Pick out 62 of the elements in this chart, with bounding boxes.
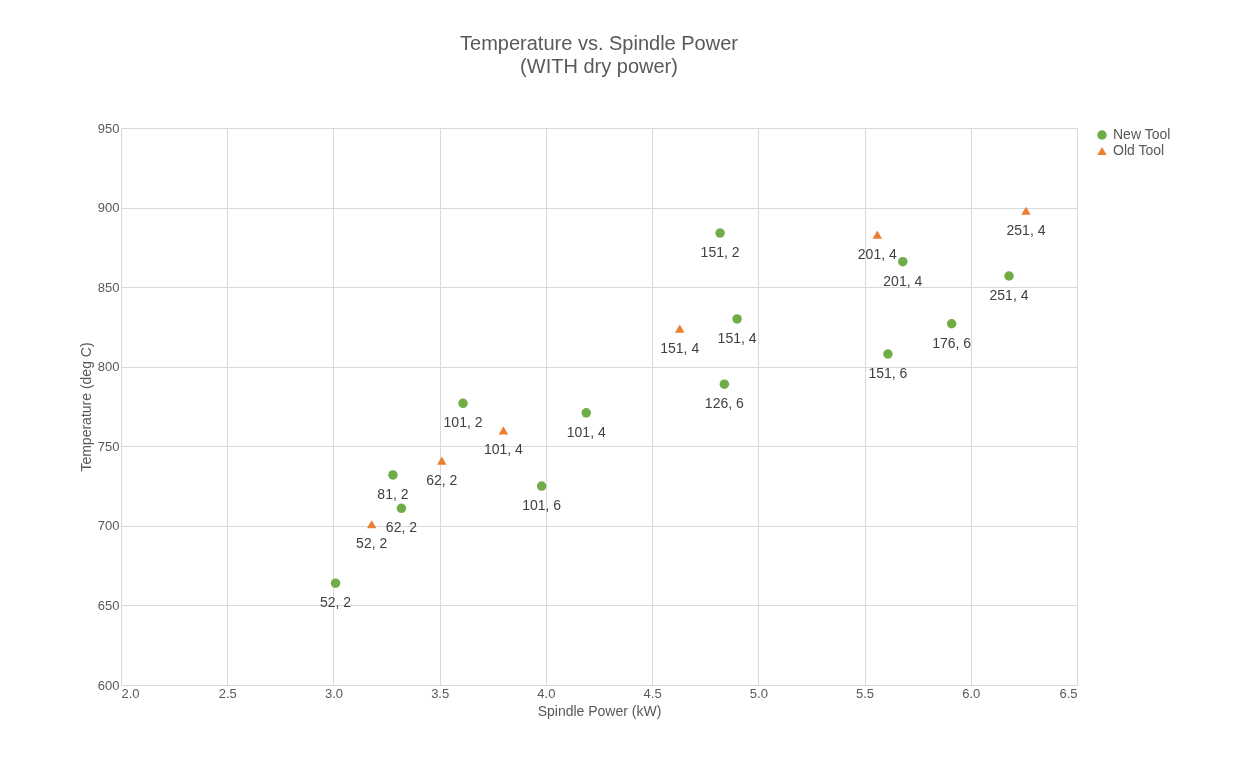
x-tick-label: 4.5 bbox=[643, 685, 662, 701]
annotation: 81, 2 bbox=[377, 485, 409, 502]
annotation: 62, 2 bbox=[385, 519, 418, 536]
point bbox=[536, 481, 547, 491]
x-tick-label: 3.5 bbox=[431, 685, 450, 701]
point bbox=[396, 503, 407, 514]
annotation: 101, 6 bbox=[522, 497, 562, 514]
point bbox=[883, 349, 893, 359]
annotation: 151, 2 bbox=[700, 244, 740, 261]
annotation: 101, 4 bbox=[483, 441, 524, 458]
point bbox=[330, 578, 341, 588]
y-tick-label: 800 bbox=[97, 359, 120, 375]
annotation: 52, 2 bbox=[320, 594, 352, 611]
x-tick-label: 6.0 bbox=[962, 685, 981, 701]
legend-label: Old Tool bbox=[1113, 142, 1165, 158]
annotation: 151, 4 bbox=[660, 339, 700, 356]
chart-title: Temperature vs. Spindle Power bbox=[460, 32, 739, 54]
annotation: 126, 6 bbox=[704, 395, 745, 412]
x-axis-title: Spindle Power (kW) bbox=[537, 702, 662, 719]
y-tick-label: 700 bbox=[97, 518, 120, 534]
legend-label: New Tool bbox=[1113, 126, 1171, 142]
y-tick-label: 850 bbox=[97, 279, 120, 295]
point bbox=[946, 319, 957, 329]
y-tick-label: 950 bbox=[97, 120, 120, 136]
x-tick-label: 6.5 bbox=[1059, 685, 1078, 701]
point bbox=[581, 408, 591, 418]
x-tick-label: 2.0 bbox=[121, 685, 140, 701]
annotation: 176, 6 bbox=[932, 334, 972, 351]
y-tick-label: 900 bbox=[97, 200, 120, 216]
x-tick-label: 4.0 bbox=[537, 685, 556, 701]
point bbox=[719, 379, 730, 389]
annotation: 251, 4 bbox=[1006, 221, 1046, 238]
annotation: 52, 2 bbox=[356, 535, 388, 552]
annotation: 251, 4 bbox=[989, 287, 1029, 303]
y-tick-label: 750 bbox=[97, 438, 120, 454]
y-axis-title: Temperature (deg C) bbox=[77, 342, 94, 472]
point bbox=[388, 470, 398, 480]
annotation: 62, 2 bbox=[426, 471, 458, 488]
point bbox=[437, 456, 447, 465]
point bbox=[1021, 206, 1031, 215]
point bbox=[458, 398, 468, 409]
x-tick-label: 5.5 bbox=[856, 685, 875, 701]
annotation: 201, 4 bbox=[857, 245, 897, 262]
point bbox=[715, 228, 725, 238]
chart-subtitle: (WITH dry power) bbox=[520, 55, 678, 77]
point bbox=[872, 230, 883, 239]
x-tick-label: 3.0 bbox=[324, 685, 343, 701]
point bbox=[732, 314, 742, 324]
point bbox=[498, 426, 509, 435]
annotation: 151, 4 bbox=[717, 329, 757, 346]
y-tick-label: 650 bbox=[97, 597, 120, 613]
x-tick-label: 2.5 bbox=[218, 685, 237, 701]
point bbox=[366, 520, 377, 529]
annotation: 151, 6 bbox=[868, 364, 908, 381]
point bbox=[674, 324, 685, 333]
annotation: 101, 4 bbox=[566, 423, 606, 440]
point bbox=[1004, 271, 1014, 281]
annotation: 101, 2 bbox=[443, 414, 483, 431]
y-tick-label: 600 bbox=[97, 677, 120, 693]
point bbox=[898, 256, 908, 267]
annotation: 201, 4 bbox=[883, 272, 923, 289]
x-tick-label: 5.0 bbox=[749, 685, 768, 701]
